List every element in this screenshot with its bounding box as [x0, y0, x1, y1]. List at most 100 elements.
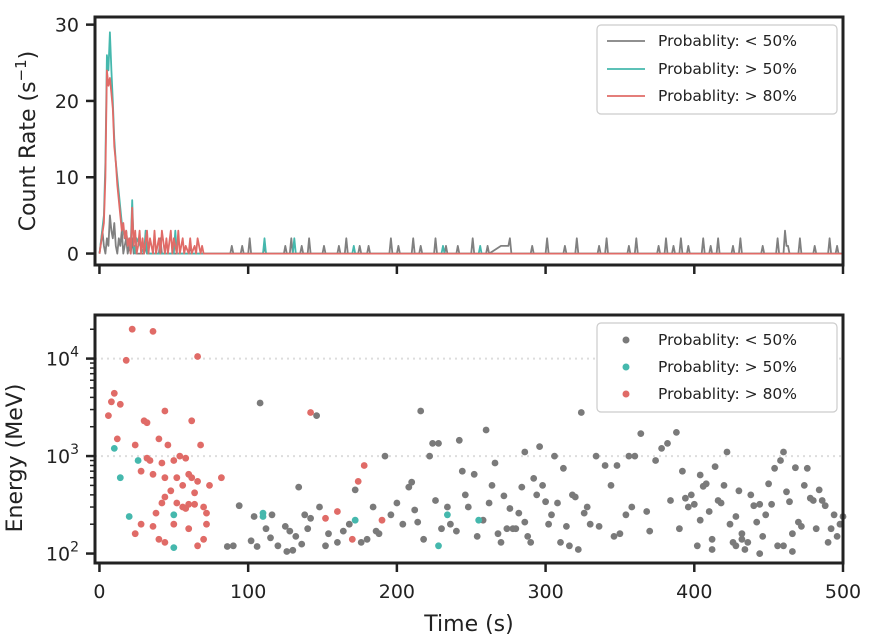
energy-point-below-50: [809, 497, 817, 504]
energy-point-below-50: [411, 506, 419, 514]
energy-point-above-80: [161, 493, 169, 501]
energy-point-below-50: [554, 499, 561, 507]
energy-point-below-50: [747, 491, 755, 499]
energy-point-above-80: [354, 478, 362, 485]
energy-point-above-80: [191, 500, 199, 508]
energy-point-above-80: [158, 459, 166, 467]
energy-point-above-80: [378, 516, 386, 524]
count-rate-y-label-sup: −1: [12, 59, 30, 81]
energy-point-above-80: [105, 412, 112, 419]
energy-point-above-50: [259, 513, 267, 520]
energy-point-below-50: [494, 530, 502, 538]
energy-point-below-50: [247, 537, 255, 545]
energy-point-below-50: [679, 467, 686, 475]
energy-point-above-80: [149, 328, 157, 335]
count-rate-y-tick-label: 20: [55, 91, 79, 113]
energy-point-below-50: [316, 503, 323, 511]
energy-point-below-50: [548, 511, 555, 519]
energy-point-below-50: [696, 516, 704, 524]
energy-point-below-50: [339, 527, 347, 535]
energy-point-above-50: [170, 544, 178, 551]
energy-point-above-80: [206, 482, 213, 489]
energy-point-below-50: [830, 511, 838, 519]
energy-point-below-50: [622, 511, 630, 519]
energy-point-below-50: [363, 535, 371, 543]
energy-point-below-50: [420, 535, 427, 543]
energy-x-tick-label: 0: [93, 581, 105, 603]
energy-point-above-80: [143, 419, 151, 427]
energy-point-above-80: [173, 499, 181, 507]
energy-point-above-80: [360, 462, 368, 469]
energy-point-below-50: [512, 525, 520, 533]
energy-x-tick-label: 300: [527, 581, 563, 603]
energy-point-below-50: [426, 452, 433, 460]
energy-point-above-80: [322, 514, 329, 522]
energy-point-above-80: [182, 454, 190, 462]
energy-point-below-50: [545, 520, 552, 528]
energy-point-below-50: [756, 550, 764, 557]
energy-point-below-50: [470, 470, 478, 478]
energy-point-below-50: [601, 462, 609, 469]
energy-point-below-50: [762, 511, 770, 519]
energy-point-below-50: [393, 499, 401, 507]
energy-point-below-50: [414, 518, 422, 526]
count-rate-series-group: [98, 31, 843, 255]
energy-point-below-50: [408, 478, 416, 486]
energy-point-above-80: [170, 457, 178, 464]
energy-point-below-50: [759, 533, 767, 540]
energy-point-below-50: [417, 407, 425, 415]
energy-point-below-50: [235, 502, 243, 510]
energy-point-below-50: [765, 480, 772, 488]
energy-point-below-50: [497, 539, 505, 546]
energy-point-below-50: [789, 548, 796, 555]
energy-x-tick-label: 100: [230, 581, 266, 603]
energy-point-above-80: [122, 356, 130, 364]
energy-point-below-50: [536, 443, 543, 450]
energy-legend-label-red: Probablity: > 80%: [658, 385, 797, 403]
energy-point-below-50: [643, 508, 651, 515]
energy-point-below-50: [789, 530, 796, 538]
energy-point-above-80: [131, 441, 139, 449]
energy-point-below-50: [667, 497, 674, 504]
energy-point-below-50: [690, 500, 698, 508]
count-rate-y-tick-label: 0: [67, 244, 79, 266]
energy-point-above-50: [351, 516, 359, 524]
energy-point-below-50: [283, 548, 291, 555]
energy-point-below-50: [485, 499, 493, 507]
count-rate-y-tick-label: 10: [55, 167, 79, 189]
energy-point-below-50: [777, 457, 784, 464]
energy-point-above-80: [167, 487, 175, 495]
energy-point-below-50: [711, 463, 719, 470]
energy-point-below-50: [563, 523, 570, 530]
energy-point-below-50: [301, 511, 309, 519]
energy-x-ticks: 0 100 200 300 400 500: [93, 563, 861, 603]
energy-point-below-50: [482, 426, 490, 434]
energy-point-below-50: [673, 429, 680, 436]
energy-point-below-50: [557, 539, 564, 546]
energy-point-below-50: [676, 525, 683, 533]
energy-point-above-80: [194, 478, 202, 485]
energy-point-below-50: [732, 513, 740, 520]
energy-point-below-50: [274, 542, 282, 550]
energy-point-below-50: [455, 436, 463, 444]
energy-point-below-50: [405, 483, 413, 491]
count-rate-line-above-80: [98, 69, 843, 255]
energy-point-above-80: [137, 467, 145, 475]
energy-point-above-80: [307, 409, 314, 416]
energy-x-tick-label: 400: [676, 581, 712, 603]
energy-point-above-50: [125, 513, 133, 520]
energy-point-below-50: [800, 482, 808, 489]
count-rate-legend-label-teal: Probablity: > 50%: [658, 60, 797, 78]
energy-point-below-50: [771, 464, 778, 472]
count-rate-y-ticks: 0 10 20 30: [55, 15, 95, 266]
energy-point-below-50: [345, 520, 353, 528]
energy-point-above-80: [155, 435, 163, 443]
energy-point-below-50: [500, 492, 508, 500]
energy-y-ticks: 102 103 104: [46, 328, 95, 566]
energy-point-below-50: [738, 530, 746, 538]
energy-point-above-80: [108, 398, 115, 406]
energy-point-above-50: [116, 474, 124, 482]
energy-point-below-50: [833, 533, 841, 540]
energy-point-below-50: [325, 530, 332, 538]
count-rate-legend-label-gray: Probablity: < 50%: [658, 32, 797, 50]
